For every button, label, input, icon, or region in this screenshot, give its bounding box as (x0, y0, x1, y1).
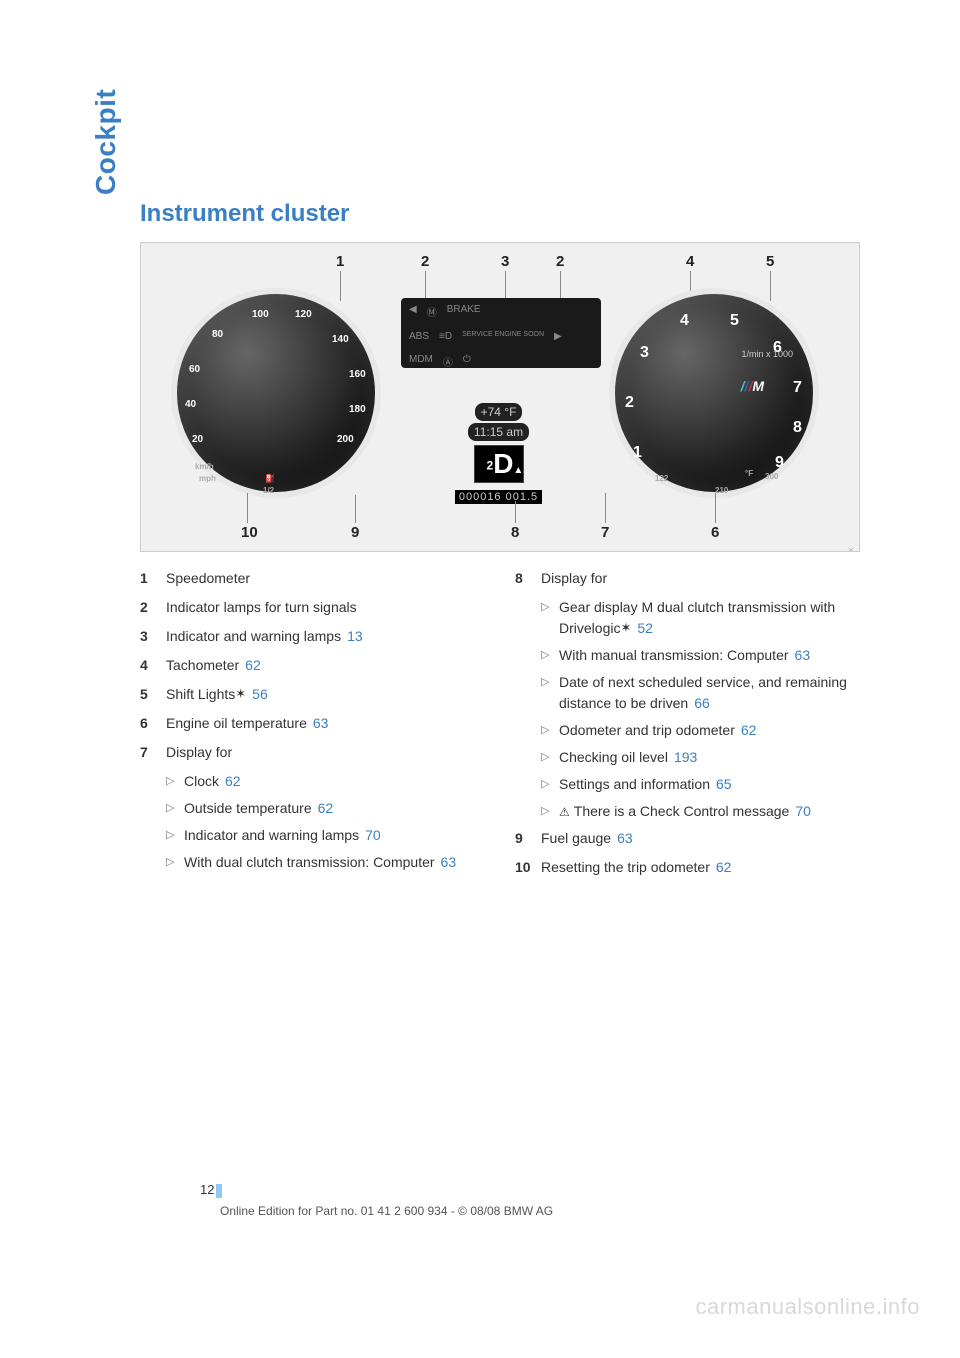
callout-bottom: 8 (511, 524, 519, 541)
legend-subitem: ▷ Checking oil level193 (515, 747, 860, 768)
triangle-bullet-icon: ▷ (166, 852, 184, 871)
legend-subitem: ▷ Indicator and warning lamps70 (140, 825, 485, 846)
legend-subitem: ▷ ⚠There is a Check Control message70 (515, 801, 860, 822)
page-number: 12 (200, 1182, 222, 1198)
triangle-bullet-icon: ▷ (541, 774, 559, 793)
outside-temp: +74 °F (475, 403, 523, 421)
callout-top: 2 (556, 253, 564, 270)
star-icon: ✶ (235, 686, 246, 701)
legend-item: 8 Display for (515, 568, 860, 589)
legend-item: 7 Display for (140, 742, 485, 763)
warning-triangle-icon: ⚠ (559, 803, 570, 821)
legend-subitem: ▷ Clock62 (140, 771, 485, 792)
clock-display: 11:15 am (468, 423, 529, 441)
legend-item: 4 Tachometer62 (140, 655, 485, 676)
page-ref[interactable]: 63 (617, 830, 633, 846)
page-ref[interactable]: 193 (674, 749, 697, 765)
figure-credit: MXSE020SCDX (848, 547, 855, 552)
page-ref[interactable]: 66 (694, 695, 710, 711)
page-ref[interactable]: 70 (365, 827, 381, 843)
callout-top: 5 (766, 253, 774, 270)
callout-bottom: 10 (241, 524, 258, 541)
triangle-bullet-icon: ▷ (541, 672, 559, 691)
page-ref[interactable]: 13 (347, 628, 363, 644)
tachometer-dial: 1 2 3 4 5 6 7 8 9 1/min x 1000 122 210 3… (609, 288, 819, 498)
legend-subitem: ▷ Outside temperature62 (140, 798, 485, 819)
legend-subitem: ▷ Date of next scheduled service, and re… (515, 672, 860, 714)
page-ref[interactable]: 62 (245, 657, 261, 673)
star-icon: ✶ (620, 620, 631, 635)
legend-subitem: ▷ Settings and information65 (515, 774, 860, 795)
triangle-bullet-icon: ▷ (541, 597, 559, 616)
triangle-bullet-icon: ▷ (541, 747, 559, 766)
legend-item: 6 Engine oil temperature63 (140, 713, 485, 734)
section-title: Instrument cluster (140, 200, 860, 228)
triangle-bullet-icon: ▷ (541, 720, 559, 739)
speedometer-dial: 20 40 60 80 100 120 140 160 180 200 km/h… (171, 288, 381, 498)
page-ref[interactable]: 63 (313, 715, 329, 731)
callout-top: 2 (421, 253, 429, 270)
side-tab: Cockpit (90, 89, 122, 195)
legend-item: 2 Indicator lamps for turn signals (140, 597, 485, 618)
page-ref[interactable]: 62 (741, 722, 757, 738)
page-ref[interactable]: 52 (637, 620, 653, 636)
triangle-bullet-icon: ▷ (541, 801, 559, 820)
triangle-bullet-icon: ▷ (166, 825, 184, 844)
callout-bottom: 9 (351, 524, 359, 541)
legend-item: 9 Fuel gauge63 (515, 828, 860, 849)
legend-subitem: ▷ Gear display M dual clutch transmissio… (515, 597, 860, 639)
legend-item: 10 Resetting the trip odometer62 (515, 857, 860, 878)
legend-columns: 1 Speedometer 2 Indicator lamps for turn… (140, 568, 860, 886)
callout-top: 3 (501, 253, 509, 270)
m-badge: ///M (741, 378, 764, 394)
page-ref[interactable]: 56 (252, 686, 268, 702)
legend-subitem: ▷ With manual transmission: Computer63 (515, 645, 860, 666)
legend-right-col: 8 Display for ▷ Gear display M dual clut… (515, 568, 860, 886)
center-info-display: +74 °F 11:15 am 2D▲ 000016 001.5 (431, 403, 566, 504)
instrument-cluster-figure: 1 2 3 2 4 5 20 40 60 80 100 120 140 160 … (140, 242, 860, 552)
triangle-bullet-icon: ▷ (166, 798, 184, 817)
legend-item: 3 Indicator and warning lamps13 (140, 626, 485, 647)
center-warning-panel: ◀ Ⓜ BRAKE ABS ≡D SERVICE ENGINE SOON ▶ M… (401, 298, 601, 368)
triangle-bullet-icon: ▷ (166, 771, 184, 790)
page-ref[interactable]: 65 (716, 776, 732, 792)
page-ref[interactable]: 63 (441, 854, 457, 870)
callout-bottom: 7 (601, 524, 609, 541)
edition-line: Online Edition for Part no. 01 41 2 600 … (220, 1204, 553, 1218)
callout-top: 4 (686, 253, 694, 270)
page-ref[interactable]: 62 (716, 859, 732, 875)
legend-item: 1 Speedometer (140, 568, 485, 589)
callout-top: 1 (336, 253, 344, 270)
legend-left-col: 1 Speedometer 2 Indicator lamps for turn… (140, 568, 485, 886)
watermark: carmanualsonline.info (695, 1294, 920, 1320)
odometer-display: 000016 001.5 (455, 490, 542, 504)
page-ref[interactable]: 62 (225, 773, 241, 789)
page-ref[interactable]: 63 (795, 647, 811, 663)
page-ref[interactable]: 70 (795, 803, 811, 819)
legend-subitem: ▷ Odometer and trip odometer62 (515, 720, 860, 741)
triangle-bullet-icon: ▷ (541, 645, 559, 664)
gear-display: 2D▲ (474, 445, 524, 483)
page-ref[interactable]: 62 (318, 800, 334, 816)
legend-subitem: ▷ With dual clutch transmission: Compute… (140, 852, 485, 873)
legend-item: 5 Shift Lights✶56 (140, 684, 485, 705)
callout-bottom: 6 (711, 524, 719, 541)
